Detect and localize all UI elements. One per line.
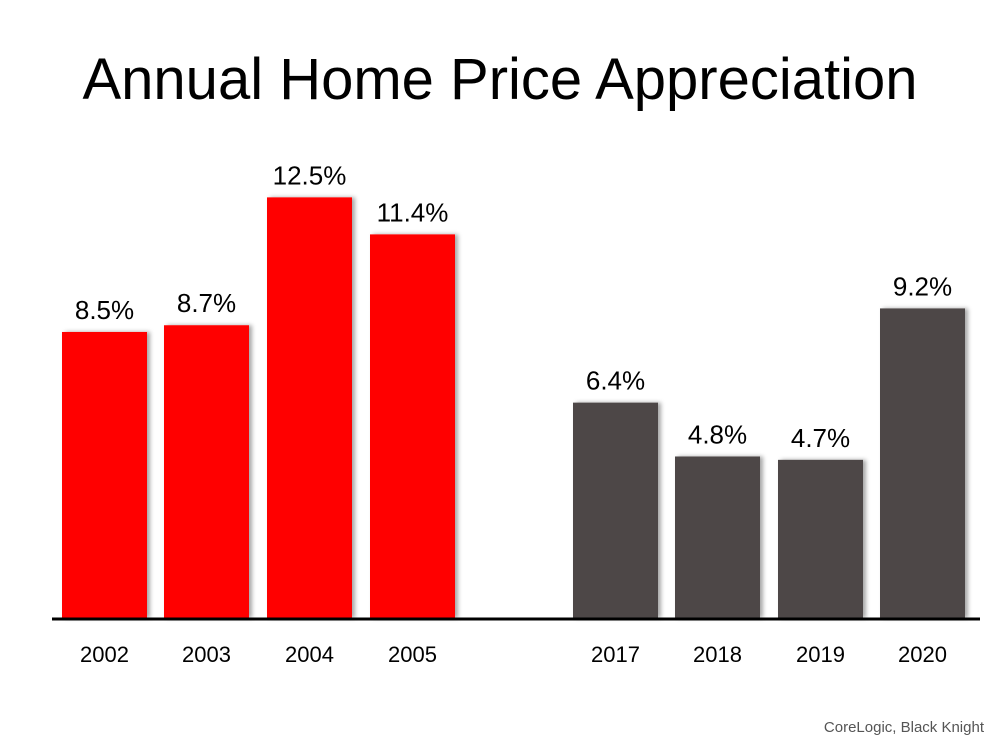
tick-label-2002: 2002	[80, 642, 129, 667]
value-label-2004: 12.5%	[273, 160, 347, 190]
value-label-2017: 6.4%	[586, 366, 645, 396]
tick-label-2004: 2004	[285, 642, 334, 667]
chart-title: Annual Home Price Appreciation	[82, 47, 918, 112]
bar-2002	[62, 331, 147, 618]
value-label-2002: 8.5%	[75, 295, 134, 325]
bar-2017	[573, 402, 658, 618]
tick-labels-layer: 2002 2003 2004 2005 2017 2018 2019 2020	[80, 642, 947, 667]
tick-label-2020: 2020	[898, 642, 947, 667]
value-label-2003: 8.7%	[177, 288, 236, 318]
value-label-2018: 4.8%	[688, 419, 747, 449]
tick-label-2018: 2018	[693, 642, 742, 667]
bar-2004	[267, 197, 352, 618]
tick-label-2003: 2003	[182, 642, 231, 667]
source-note: CoreLogic, Black Knight	[823, 719, 984, 736]
value-label-2020: 9.2%	[893, 271, 952, 301]
value-label-2019: 4.7%	[791, 423, 850, 453]
value-label-2005: 11.4%	[377, 197, 449, 227]
bar-2018	[675, 456, 760, 618]
tick-label-2019: 2019	[796, 642, 845, 667]
tick-label-2005: 2005	[388, 642, 437, 667]
bar-2005	[370, 234, 455, 618]
bar-2020	[880, 308, 965, 618]
bar-2019	[778, 459, 863, 618]
tick-label-2017: 2017	[591, 642, 640, 667]
value-labels-layer: 8.5% 8.7% 12.5% 11.4% 6.4% 4.8% 4.7% 9.2%	[75, 160, 952, 452]
bar-2003	[164, 325, 249, 618]
bars-layer	[62, 197, 965, 618]
